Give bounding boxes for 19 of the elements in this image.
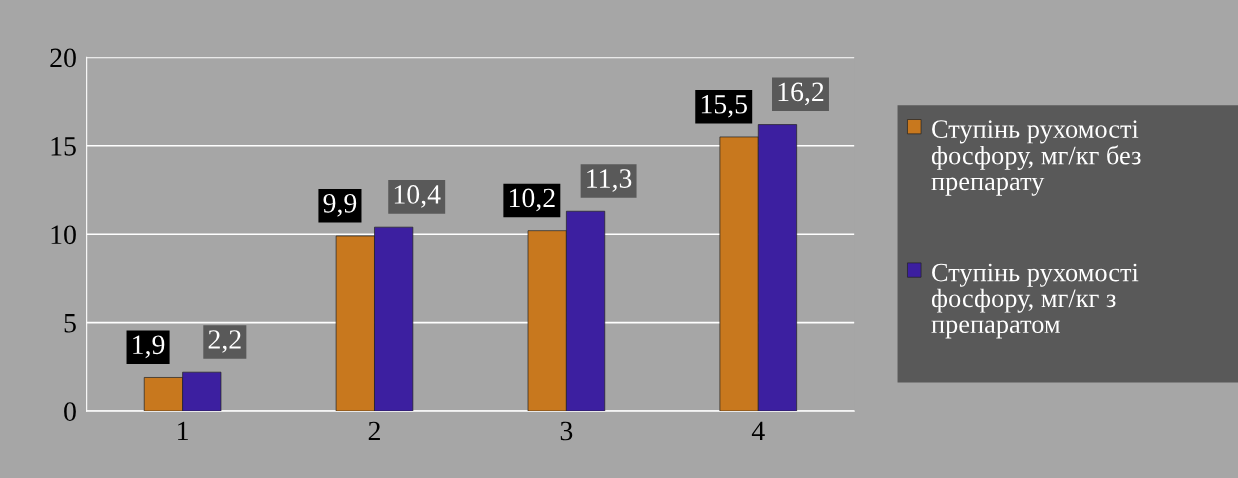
data-label: 11,3 — [587, 169, 632, 192]
data-label: 10,4 — [394, 185, 441, 208]
data-label: 9,9 — [323, 193, 357, 217]
x-tick-label: 3 — [560, 421, 573, 441]
y-tick-label: 5 — [64, 314, 76, 333]
data-label: 16,2 — [778, 82, 824, 106]
x-tick-label: 2 — [368, 421, 380, 441]
data-label: 2,2 — [208, 330, 241, 353]
data-label: 10,2 — [509, 188, 555, 212]
data-label: 1,9 — [133, 335, 165, 359]
legend-label: Ступінь рухомості фосфору, мг/кг з препаратом — [931, 263, 1139, 339]
y-tick-label: 0 — [64, 402, 76, 421]
x-tick-label: 1 — [178, 421, 188, 441]
y-tick-label: 10 — [51, 225, 76, 245]
x-tick-label: 4 — [751, 421, 765, 441]
data-label: 15,5 — [701, 95, 747, 118]
legend-label: Ступінь рухомості фосфору, мг/кг без препарату — [931, 120, 1141, 196]
y-tick-label: 15 — [51, 137, 76, 156]
y-tick-label: 20 — [50, 48, 76, 68]
